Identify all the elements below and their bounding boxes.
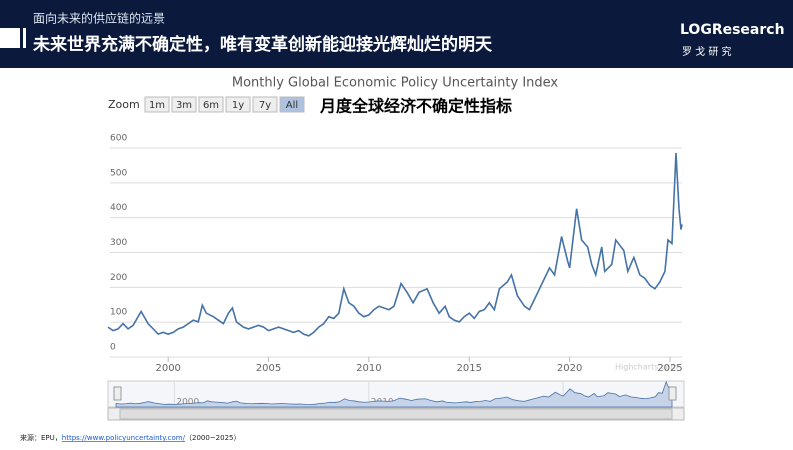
y-tick-label: 200 (110, 273, 127, 283)
zoom-button-label[interactable]: 1y (232, 100, 244, 111)
zoom-button[interactable] (225, 96, 251, 113)
navigator-handle[interactable] (668, 386, 677, 401)
scrollbar-thumb[interactable] (119, 408, 673, 420)
zoom-button[interactable] (144, 96, 170, 113)
header-title: 未来世界充满不确定性，唯有变革创新能迎接光辉灿烂的明天 (32, 34, 493, 55)
x-tick-label: 2000 (155, 363, 180, 374)
y-tick-label: 400 (110, 203, 127, 213)
zoom-label: Zoom (108, 98, 140, 111)
zoom-button[interactable] (171, 96, 197, 113)
zoom-button-label[interactable]: 3m (176, 100, 192, 111)
logo: LOGResearch (680, 22, 785, 38)
credit: Highcharts.com (615, 363, 678, 372)
x-tick-label: 2015 (457, 363, 482, 374)
logo-sub: 罗 戈 研 究 (682, 45, 732, 58)
source-suffix: （2000~2025） (185, 434, 241, 442)
navigator-handle[interactable] (113, 386, 122, 401)
zoom-button-label[interactable]: 1m (149, 100, 165, 111)
annotation: 月度全球经济不确定性指标 (319, 97, 512, 116)
header-band (0, 0, 793, 68)
source: 来源：EPU，https://www.policyuncertainty.com… (20, 433, 240, 442)
zoom-button-label[interactable]: All (286, 100, 298, 111)
y-tick-label: 600 (110, 134, 127, 144)
chart-title: Monthly Global Economic Policy Uncertain… (232, 76, 559, 91)
line-series (107, 152, 683, 337)
x-tick-label: 2025 (657, 363, 682, 374)
navigator-tick-label: 2000 (176, 398, 199, 408)
x-tick-label: 2005 (256, 363, 281, 374)
zoom-button[interactable] (252, 96, 278, 113)
y-tick-label: 100 (110, 308, 127, 318)
zoom-button[interactable] (198, 96, 224, 113)
header-bar (23, 28, 26, 48)
zoom-button-label[interactable]: 7y (259, 100, 271, 111)
y-tick-label: 0 (110, 343, 116, 353)
zoom-button-label[interactable]: 6m (203, 100, 219, 111)
zoom-button[interactable] (279, 96, 305, 113)
y-tick-label: 300 (110, 238, 127, 248)
header-block (0, 28, 20, 48)
x-tick-label: 2010 (356, 363, 381, 374)
source-prefix: 来源：EPU， (20, 433, 62, 442)
header-subtitle: 面向未来的供应链的远景 (33, 11, 165, 26)
y-tick-label: 500 (110, 168, 127, 178)
x-tick-label: 2020 (557, 363, 582, 374)
navigator-series (115, 380, 673, 408)
source-link[interactable]: https://www.policyuncertainty.com/ (62, 434, 186, 442)
